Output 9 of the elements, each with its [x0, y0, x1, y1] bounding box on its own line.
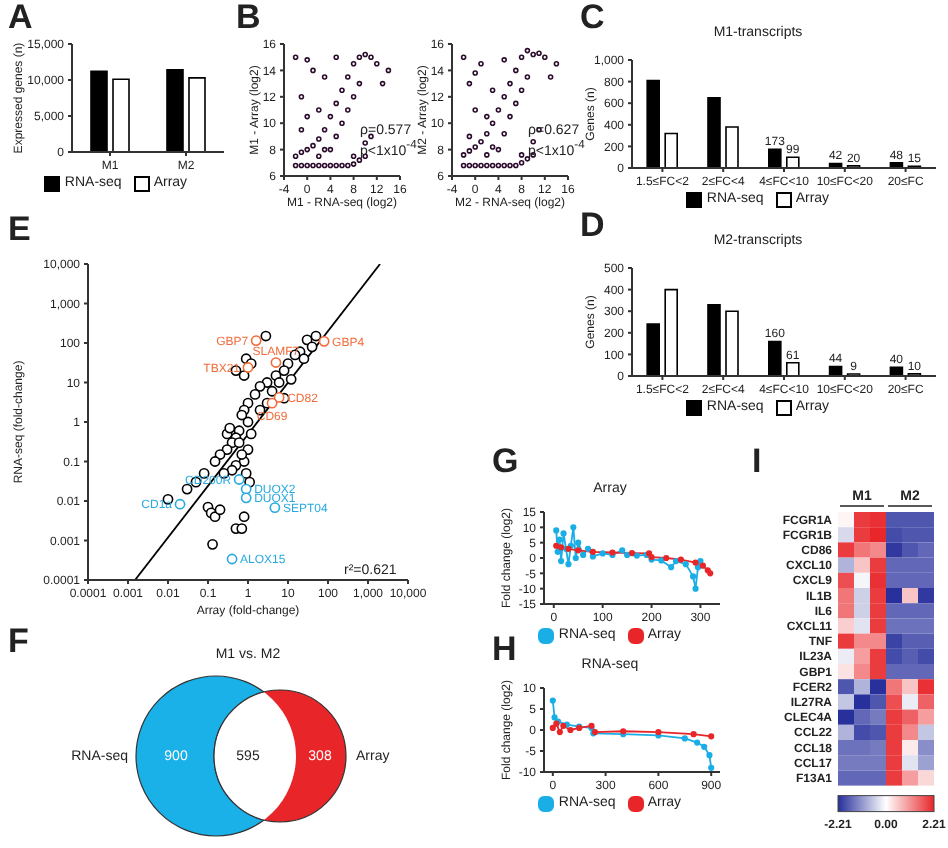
text: B	[236, 0, 261, 38]
text: I	[752, 442, 762, 482]
text: F	[8, 622, 29, 662]
text: E	[8, 210, 31, 250]
text: C	[580, 0, 605, 38]
text: H	[492, 630, 517, 670]
text: G	[492, 442, 519, 482]
text: A	[8, 0, 33, 38]
text: D	[580, 206, 605, 246]
